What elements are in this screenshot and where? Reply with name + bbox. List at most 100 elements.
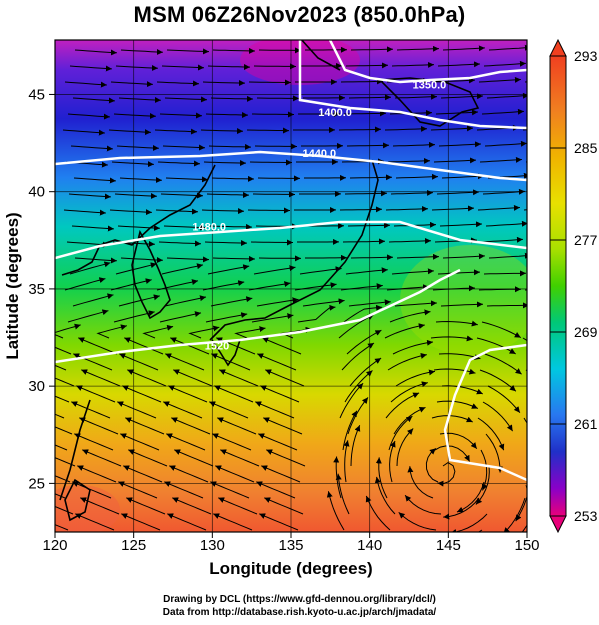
streamline xyxy=(257,353,297,371)
streamline xyxy=(475,465,490,505)
streamline xyxy=(220,449,260,467)
streamline xyxy=(294,282,337,291)
streamline xyxy=(74,49,117,56)
streamline xyxy=(110,278,152,291)
streamline xyxy=(165,176,209,183)
contour-labels: 1350.0 1400.0 1440.0 1480.0 1520 xyxy=(192,80,446,353)
streamline xyxy=(266,449,306,467)
streamline xyxy=(161,64,205,71)
streamline xyxy=(68,193,111,200)
streamline xyxy=(115,65,158,71)
streamline xyxy=(55,395,70,403)
streamline xyxy=(121,513,161,531)
streamline xyxy=(488,252,527,259)
streamline xyxy=(440,301,484,308)
streamline xyxy=(439,221,483,228)
streamline xyxy=(477,204,520,211)
streamline xyxy=(456,481,485,513)
streamline xyxy=(63,209,106,216)
colorbar-label: 285 xyxy=(574,140,598,156)
streamline xyxy=(116,145,159,151)
streamline xyxy=(215,465,255,483)
streamline xyxy=(385,392,420,419)
streamline xyxy=(435,320,478,327)
contour-label: 1480.0 xyxy=(192,222,226,234)
streamline xyxy=(387,157,431,164)
streamline xyxy=(430,125,474,132)
streamline xyxy=(207,264,250,275)
streamline xyxy=(258,433,298,451)
streamline xyxy=(124,337,164,355)
wind-streamlines xyxy=(55,44,548,532)
colorbar-label: 253 xyxy=(574,508,598,524)
streamline xyxy=(108,129,151,136)
streamline xyxy=(73,353,113,371)
streamline xyxy=(529,402,548,439)
streamline xyxy=(154,128,198,135)
streamline xyxy=(157,160,201,167)
streamline xyxy=(117,401,157,419)
streamline xyxy=(254,143,298,150)
temperature-field: 1350.0 1400.0 1440.0 1480.0 1520 xyxy=(55,40,548,532)
colorbar-label: 277 xyxy=(574,232,598,248)
streamline xyxy=(118,294,160,307)
streamline xyxy=(55,475,71,483)
y-tick-label: 30 xyxy=(28,378,45,395)
streamline xyxy=(394,300,437,307)
streamline xyxy=(159,112,203,119)
streamline xyxy=(200,128,244,134)
streamline xyxy=(55,364,67,371)
streamline xyxy=(72,293,114,307)
streamline xyxy=(125,417,165,435)
streamline xyxy=(162,144,206,151)
streamline xyxy=(392,339,434,355)
streamline xyxy=(168,385,208,403)
streamline xyxy=(253,63,297,70)
streamline xyxy=(251,111,294,118)
contour-label: 1520 xyxy=(205,340,229,352)
streamline xyxy=(126,497,166,515)
streamline xyxy=(441,173,484,180)
streamline xyxy=(172,497,212,515)
streamline xyxy=(55,413,65,419)
streamline xyxy=(433,368,476,375)
streamline xyxy=(115,262,157,275)
streamline xyxy=(160,192,204,199)
streamline xyxy=(210,95,254,102)
streamline xyxy=(387,352,427,371)
streamline xyxy=(119,353,159,371)
streamline xyxy=(264,497,304,515)
x-tick-label: 125 xyxy=(121,537,146,554)
streamline xyxy=(528,466,535,507)
x-tick-label: 135 xyxy=(278,537,303,554)
streamline xyxy=(346,142,390,149)
streamline xyxy=(205,112,249,118)
streamline xyxy=(250,239,293,246)
streamline xyxy=(515,494,527,522)
streamline xyxy=(299,266,342,275)
streamline xyxy=(251,313,294,323)
streamline xyxy=(434,445,471,462)
streamline xyxy=(437,269,481,276)
streamline xyxy=(77,465,117,483)
colorbar-scale xyxy=(549,55,567,517)
streamline xyxy=(62,129,105,136)
streamline xyxy=(55,493,66,499)
streamline xyxy=(343,110,387,117)
streamline xyxy=(117,225,160,231)
streamline xyxy=(487,385,521,414)
streamline xyxy=(71,225,114,232)
streamline xyxy=(247,207,290,214)
streamline xyxy=(158,240,202,247)
streamline xyxy=(128,449,168,467)
x-tick-label: 150 xyxy=(514,537,539,554)
x-axis-ticks: 120 125 130 135 140 145 150 xyxy=(42,532,540,554)
streamline xyxy=(55,377,75,387)
streamline xyxy=(441,385,483,395)
streamline xyxy=(396,428,414,467)
streamline xyxy=(174,449,214,467)
x-axis-label: Longitude (degrees) xyxy=(209,559,372,578)
contour-label: 1400.0 xyxy=(318,107,352,119)
streamline xyxy=(156,80,200,87)
streamline xyxy=(435,109,479,116)
